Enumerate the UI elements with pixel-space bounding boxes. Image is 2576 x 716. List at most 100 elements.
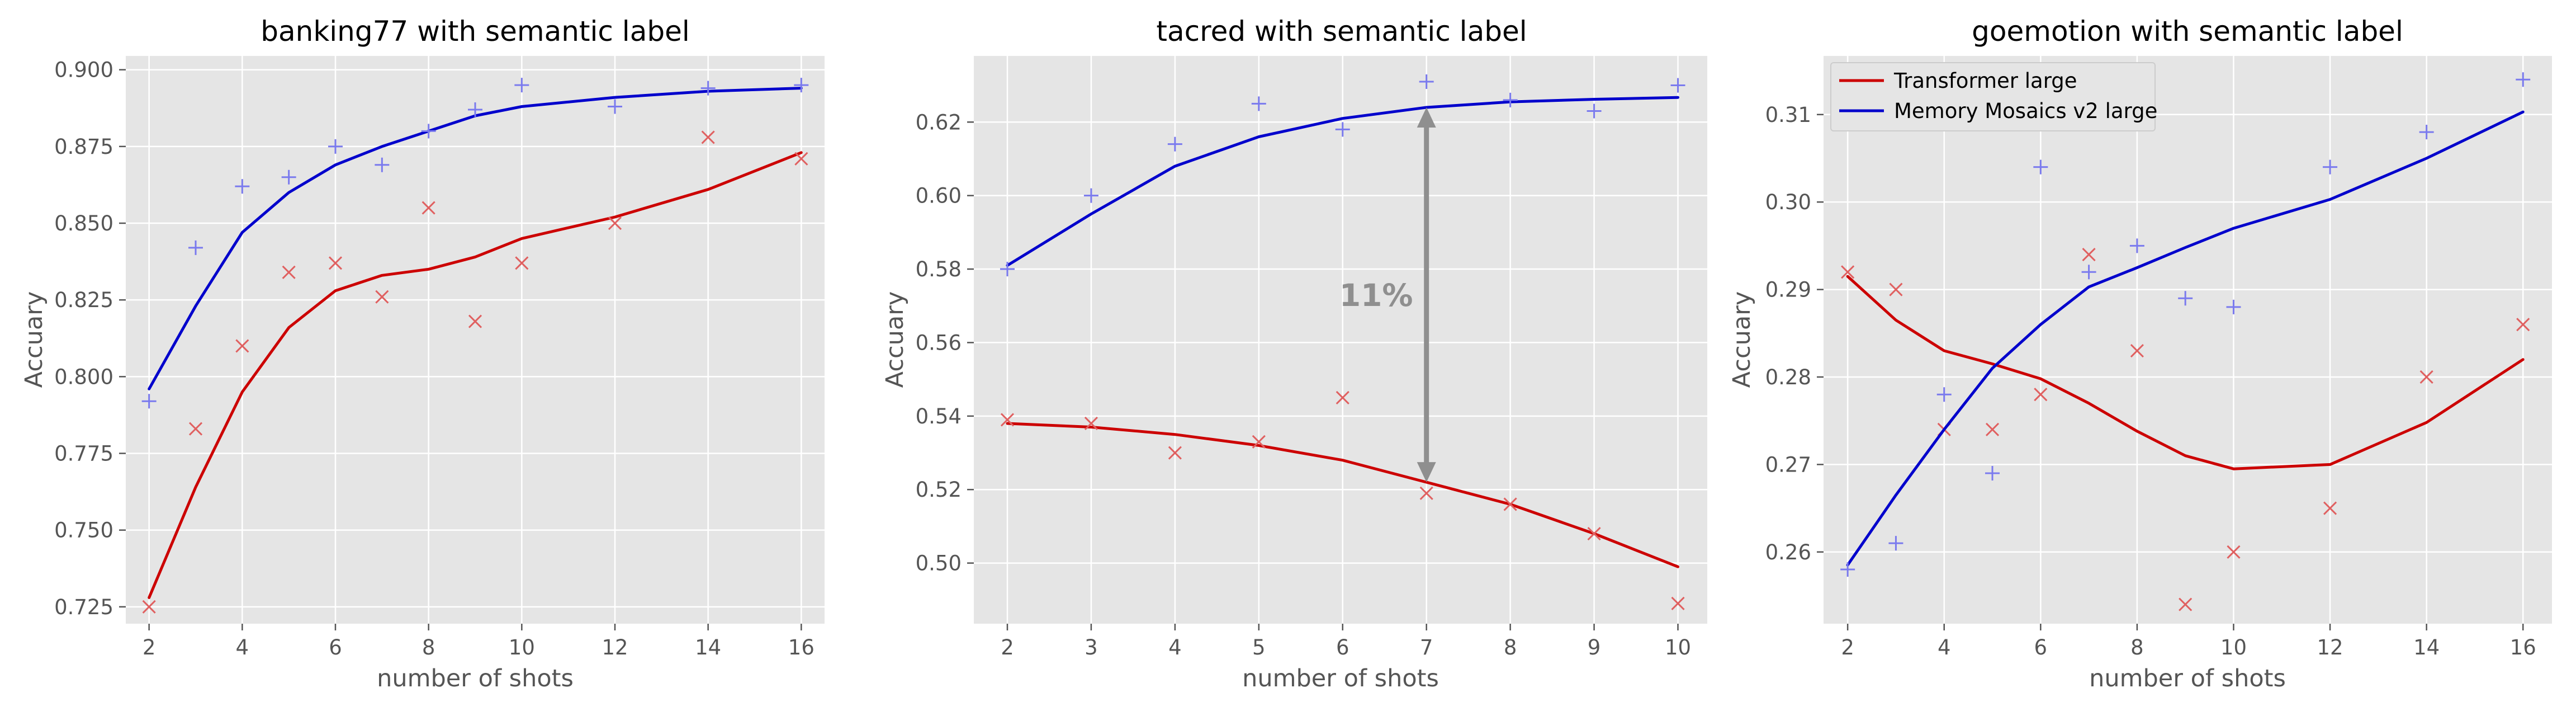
data-point-x-transformer-large	[422, 201, 435, 215]
data-point-x-transformer-large	[468, 314, 482, 328]
plot-area	[974, 56, 1707, 624]
x-tick-label: 14	[695, 635, 721, 660]
x-tick-label: 16	[788, 635, 815, 660]
chart-panel-goemotion: goemotion with semantic label 2 4 6 8 10 12 14…	[1728, 15, 2552, 693]
data-point-x-transformer-large	[2082, 247, 2096, 262]
data-point-x-transformer-large	[142, 600, 156, 614]
series-line-transformer-large	[148, 151, 803, 599]
grid-lines	[126, 56, 825, 624]
x-axis-label: number of shots	[1242, 665, 1439, 693]
data-point-x-transformer-large	[2130, 343, 2144, 358]
data-point-x-transformer-large	[1252, 435, 1266, 449]
y-tick-label: 0.30	[1765, 190, 1811, 214]
series-line-memory-mosaics-v2-large	[1846, 110, 2525, 567]
x-tick-label: 2	[1001, 635, 1014, 660]
gap-arrow-head-bottom	[1417, 462, 1436, 483]
gap-arrow-head-top	[1417, 107, 1436, 128]
series-layer	[141, 78, 809, 614]
x-tick-label: 9	[1588, 635, 1601, 660]
data-point-x-transformer-large	[1671, 596, 1685, 610]
data-point-plus-memory-mosaics-v2-large	[1083, 188, 1098, 203]
data-point-plus-memory-mosaics-v2-large	[1335, 122, 1350, 137]
x-tick-label: 8	[422, 635, 435, 660]
data-point-plus-memory-mosaics-v2-large	[794, 78, 809, 93]
data-point-x-transformer-large	[608, 216, 622, 230]
data-point-x-transformer-large	[1889, 282, 1903, 296]
data-point-x-transformer-large	[188, 422, 203, 436]
y-tick-label: 0.29	[1765, 278, 1811, 302]
annotation-layer: 11%	[1339, 107, 1436, 483]
data-point-x-transformer-large	[2034, 388, 2048, 402]
y-tick-label: 0.775	[54, 442, 113, 466]
data-point-plus-memory-mosaics-v2-large	[328, 139, 343, 154]
x-tick-label: 6	[1336, 635, 1349, 660]
data-point-x-transformer-large	[2179, 597, 2193, 611]
y-tick-label: 0.50	[916, 552, 962, 576]
y-tick-label: 0.850	[54, 211, 113, 235]
x-tick-label: 2	[1841, 635, 1854, 660]
tick-layer: 2 3 4 5 6 7 8 9 10 0.50 0.52 0.54 0.56 0.58 0.60 0.62	[916, 110, 1691, 660]
data-point-plus-memory-mosaics-v2-large	[421, 124, 436, 139]
gap-annotation-label: 11%	[1339, 277, 1413, 313]
y-tick-label: 0.750	[54, 519, 113, 543]
data-point-plus-memory-mosaics-v2-large	[1587, 103, 1602, 119]
data-point-plus-memory-mosaics-v2-large	[2419, 125, 2434, 140]
series-line-memory-mosaics-v2-large	[148, 87, 803, 390]
data-point-plus-memory-mosaics-v2-large	[1670, 78, 1685, 93]
y-tick-label: 0.875	[54, 135, 113, 159]
data-point-plus-memory-mosaics-v2-large	[1840, 562, 1855, 577]
data-point-x-transformer-large	[794, 152, 808, 166]
chart-title: tacred with semantic label	[1156, 15, 1527, 48]
x-tick-label: 6	[329, 635, 342, 660]
data-point-x-transformer-large	[2516, 318, 2530, 332]
x-axis-label: number of shots	[377, 665, 574, 693]
gap-arrow	[1417, 107, 1436, 483]
y-tick-label: 0.725	[54, 595, 113, 619]
x-tick-label: 3	[1085, 635, 1098, 660]
series-layer	[1000, 74, 1685, 610]
y-tick-label: 0.31	[1765, 103, 1811, 127]
x-tick-label: 2	[143, 635, 156, 660]
data-point-plus-memory-mosaics-v2-large	[700, 81, 716, 96]
data-point-x-transformer-large	[2323, 501, 2337, 515]
x-tick-label: 10	[2220, 635, 2247, 660]
data-point-x-transformer-large	[515, 256, 529, 270]
x-tick-label: 12	[602, 635, 628, 660]
data-point-plus-memory-mosaics-v2-large	[1419, 74, 1434, 89]
legend-box	[1830, 62, 2156, 131]
y-tick-label: 0.27	[1765, 453, 1811, 477]
tick-layer: 2 4 6 8 10 12 14 16 0.725 0.750 0.775 0.800 0.825 0.8…	[54, 58, 815, 660]
data-point-plus-memory-mosaics-v2-large	[1503, 92, 1518, 107]
y-tick-label: 0.56	[916, 331, 962, 355]
y-tick-label: 0.825	[54, 288, 113, 312]
data-point-x-transformer-large	[1419, 486, 1433, 500]
x-tick-label: 10	[1665, 635, 1691, 660]
legend-label-transformer: Transformer large	[1893, 69, 2077, 93]
data-point-plus-memory-mosaics-v2-large	[2178, 291, 2193, 306]
data-point-x-transformer-large	[1084, 416, 1098, 431]
series-line-transformer-large	[1006, 422, 1679, 568]
y-tick-label: 0.28	[1765, 365, 1811, 389]
y-axis-label: Accuary	[1728, 291, 1756, 388]
x-tick-label: 4	[236, 635, 249, 660]
y-tick-label: 0.800	[54, 365, 113, 389]
x-axis-label: number of shots	[2089, 665, 2286, 693]
y-tick-label: 0.54	[916, 404, 962, 428]
data-point-x-transformer-large	[1503, 497, 1517, 511]
data-point-x-transformer-large	[1336, 390, 1349, 405]
y-axis-label: Accuary	[881, 291, 909, 388]
data-point-plus-memory-mosaics-v2-large	[608, 99, 622, 114]
data-point-plus-memory-mosaics-v2-large	[2323, 159, 2338, 175]
chart-title: goemotion with semantic label	[1972, 15, 2403, 48]
data-point-plus-memory-mosaics-v2-large	[2129, 238, 2144, 253]
series-line-transformer-large	[1846, 275, 2525, 470]
x-tick-label: 8	[2130, 635, 2144, 660]
data-point-x-transformer-large	[1000, 413, 1015, 427]
data-point-plus-memory-mosaics-v2-large	[235, 179, 250, 194]
tick-layer: 2 4 6 8 10 12 14 16 0.26 0.27 0.28 0.29 0.30 0.31	[1765, 103, 2536, 660]
x-tick-label: 6	[2034, 635, 2048, 660]
plot-area	[126, 56, 825, 624]
data-point-x-transformer-large	[2419, 370, 2433, 384]
data-point-x-transformer-large	[1168, 446, 1182, 460]
